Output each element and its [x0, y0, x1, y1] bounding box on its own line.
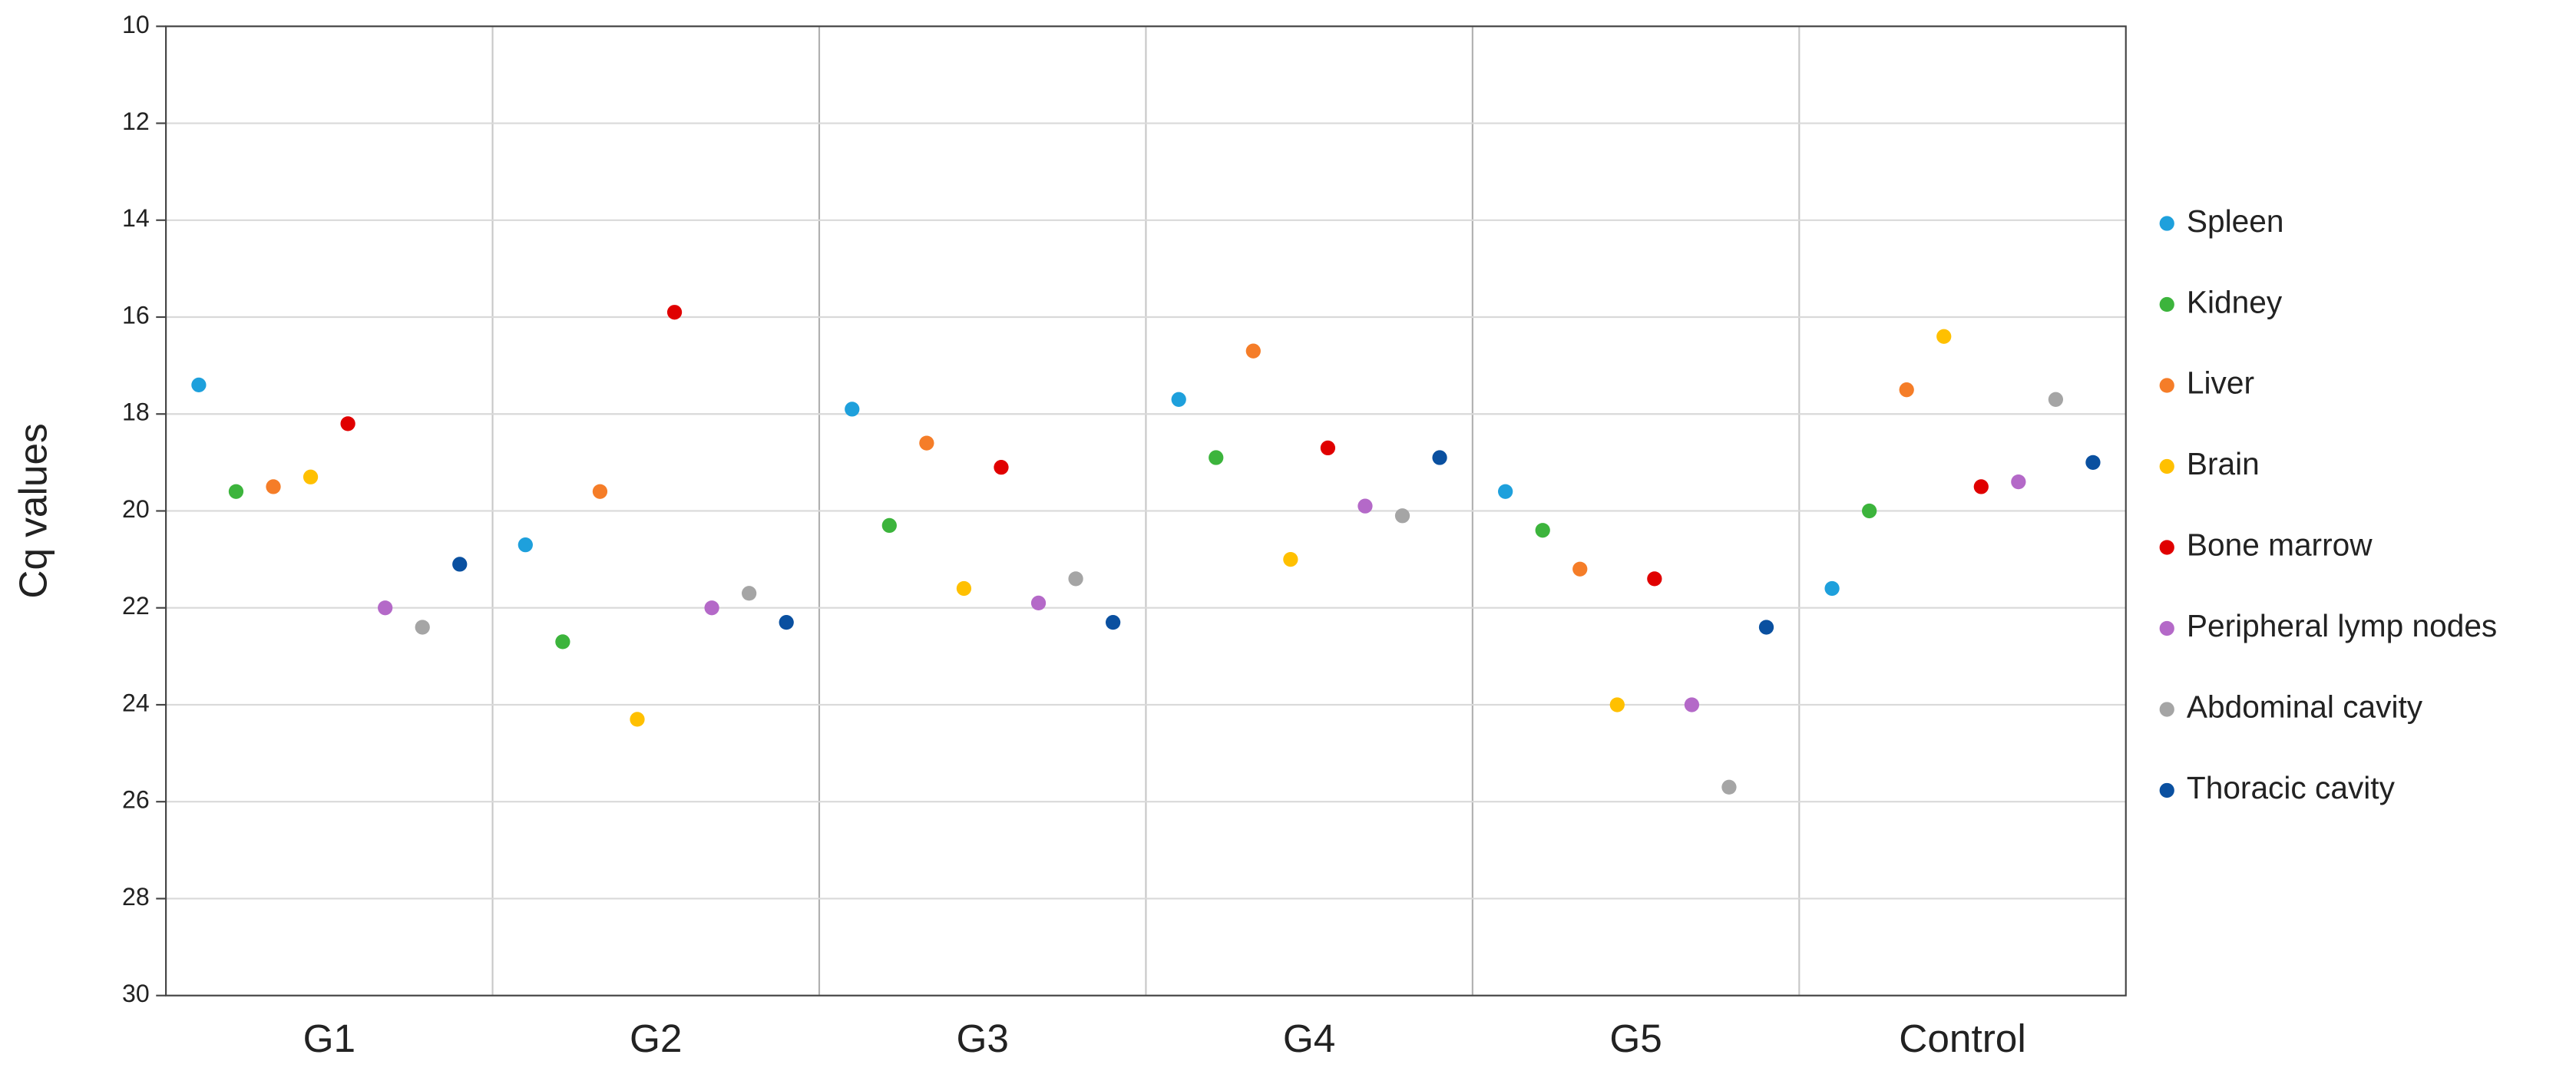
legend-marker [2159, 540, 2174, 555]
data-point [881, 517, 897, 534]
legend-marker [2159, 216, 2174, 231]
legend-label: Peripheral lymp nodes [2187, 608, 2497, 643]
data-point [1609, 697, 1625, 712]
data-point [191, 377, 207, 393]
data-point [1357, 498, 1373, 514]
data-point [1862, 503, 1877, 519]
data-point [1684, 697, 1700, 712]
x-tick-label: G2 [630, 1017, 683, 1060]
data-point [555, 634, 570, 650]
data-point [228, 484, 244, 499]
x-tick-label: G4 [1283, 1017, 1336, 1060]
data-point [630, 712, 645, 727]
data-point [1936, 329, 1952, 344]
legend-marker [2159, 296, 2174, 312]
y-tick-label: 16 [122, 301, 150, 329]
legend-label: Bone marrow [2187, 527, 2373, 563]
data-point [1105, 615, 1121, 630]
data-point [1320, 440, 1336, 456]
legend-marker [2159, 458, 2174, 474]
plot-frame [165, 25, 2127, 997]
data-point [1721, 779, 1737, 795]
data-point [1068, 571, 1083, 587]
y-tick-label: 22 [122, 592, 150, 620]
y-tick-label: 18 [122, 398, 150, 426]
data-point [1498, 484, 1513, 499]
data-point [1647, 571, 1662, 587]
y-tick-label: 26 [122, 786, 150, 814]
data-point [1394, 508, 1410, 524]
data-point [1283, 551, 1298, 567]
data-point [1030, 595, 1047, 611]
data-point [742, 586, 757, 601]
data-point [592, 484, 608, 499]
data-point [303, 469, 319, 484]
legend-marker [2159, 782, 2174, 798]
data-point [518, 537, 533, 553]
y-tick-label: 24 [122, 689, 150, 716]
data-point [919, 435, 934, 451]
data-point [340, 416, 355, 431]
data-point [1824, 580, 1840, 597]
y-tick-label: 20 [122, 495, 150, 523]
legend-marker [2159, 378, 2174, 393]
legend-label: Kidney [2187, 284, 2283, 319]
y-tick-label: 28 [122, 883, 150, 911]
x-tick-label: Control [1899, 1017, 2026, 1060]
y-tick-label: 10 [122, 11, 150, 38]
data-point [378, 600, 393, 616]
data-point [2011, 474, 2026, 490]
x-tick-label: G1 [303, 1017, 356, 1060]
data-point [2085, 455, 2101, 470]
y-tick-label: 30 [122, 980, 150, 1007]
legend-label: Spleen [2187, 203, 2284, 239]
legend-label: Liver [2187, 365, 2254, 401]
data-point [845, 402, 860, 417]
data-point [415, 620, 430, 635]
data-point [452, 557, 468, 572]
data-point [266, 479, 281, 494]
data-point [2048, 392, 2064, 407]
x-tick-label: G3 [956, 1017, 1009, 1060]
data-point [994, 460, 1009, 475]
data-point [1535, 523, 1550, 538]
legend-marker [2159, 620, 2174, 636]
data-point [1572, 561, 1588, 577]
x-tick-label: G5 [1609, 1017, 1662, 1060]
data-point [779, 615, 794, 630]
y-tick-label: 14 [122, 204, 150, 232]
legend-label: Abdominal cavity [2187, 689, 2423, 725]
data-point [1758, 620, 1774, 635]
y-axis-title: Cq values [12, 423, 55, 598]
legend-marker [2159, 702, 2174, 717]
data-point [956, 580, 972, 597]
data-point [704, 600, 719, 616]
data-point [1899, 382, 1914, 398]
data-point [1432, 450, 1447, 465]
data-point [1245, 343, 1261, 359]
data-point [1209, 450, 1224, 465]
legend-label: Thoracic cavity [2187, 770, 2396, 805]
data-point [666, 305, 683, 320]
data-point [1171, 392, 1186, 407]
legend-label: Brain [2187, 446, 2260, 481]
data-point [1973, 479, 1989, 494]
y-tick-label: 12 [122, 107, 150, 135]
